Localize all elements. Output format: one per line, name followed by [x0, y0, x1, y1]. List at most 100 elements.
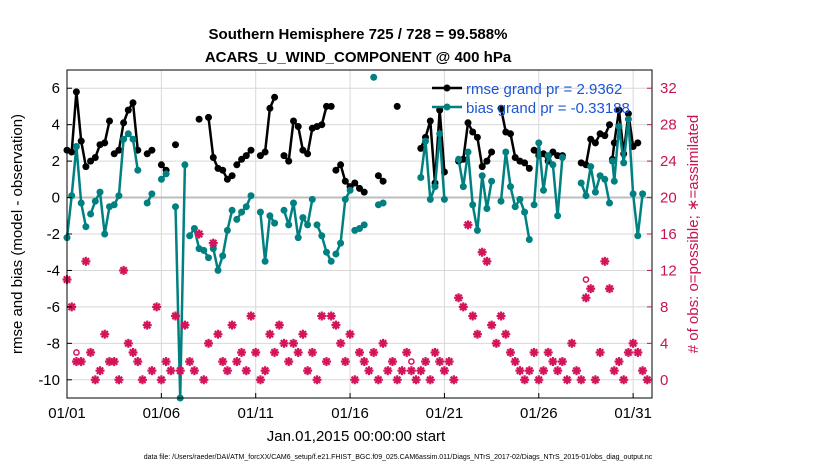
rmse-point	[148, 146, 156, 154]
y2-tick-label: 24	[660, 153, 677, 170]
bias-point	[591, 188, 599, 196]
rmse-point	[327, 102, 335, 110]
obs-assimilated-marker	[345, 329, 355, 339]
y-tick-label: -8	[47, 335, 60, 352]
obs-marker-stroke	[473, 330, 482, 339]
obs-marker-stroke	[374, 375, 383, 384]
y2-tick-label: 28	[660, 117, 677, 134]
obs-assimilated-marker	[543, 347, 553, 357]
obs-marker-stroke	[317, 312, 326, 320]
obs-marker-stroke	[591, 375, 600, 384]
obs-assimilated-marker	[307, 347, 317, 357]
bias-point	[308, 195, 316, 203]
obs-marker-stroke	[195, 230, 204, 238]
obs-marker-stroke	[171, 312, 180, 320]
obs-marker-stroke	[298, 330, 307, 339]
bias-line	[174, 164, 187, 400]
bias-point	[440, 195, 448, 203]
obs-marker-stroke	[482, 257, 491, 266]
rmse-point	[351, 179, 359, 187]
bias-point	[172, 203, 179, 211]
obs-marker-stroke	[308, 348, 317, 357]
bias-point	[507, 183, 514, 191]
obs-marker-stroke	[412, 375, 421, 384]
obs-marker-stroke	[468, 312, 477, 320]
obs-marker-stroke	[247, 312, 255, 320]
bias-point	[209, 245, 217, 253]
obs-assimilated-marker	[468, 311, 478, 321]
obs-marker-stroke	[501, 330, 510, 339]
x-tick-label: 01/21	[426, 405, 464, 422]
obs-assimilated-marker	[425, 375, 435, 385]
bias-point	[544, 152, 552, 160]
obs-assimilated-marker	[232, 357, 242, 367]
y-axis-label: rmse and bias (model - observation)	[9, 114, 26, 354]
obs-marker-stroke	[209, 239, 218, 248]
obs-assimilated-marker	[548, 357, 558, 367]
rmse-point	[478, 163, 486, 171]
obs-marker-stroke	[435, 357, 444, 366]
x-tick-label: 01/16	[331, 405, 369, 422]
bias-point	[143, 199, 151, 207]
obs-assimilated-marker	[137, 375, 147, 385]
obs-assimilated-marker	[505, 347, 515, 357]
rmse-point	[615, 106, 623, 114]
obs-marker-stroke	[364, 366, 373, 375]
obs-assimilated-marker	[255, 375, 265, 385]
obs-marker-stroke	[322, 357, 331, 366]
data-file-footer: data file: /Users/raeder/DAI/ATM_forcXX/…	[144, 454, 653, 461]
obs-assimilated-marker	[614, 357, 624, 367]
obs-assimilated-marker	[227, 320, 237, 330]
obs-assimilated-marker	[430, 347, 440, 357]
obs-marker-stroke	[515, 366, 524, 375]
bias-point	[516, 195, 524, 203]
obs-assimilated-marker	[402, 347, 412, 357]
obs-count-markers	[62, 220, 652, 385]
obs-assimilated-marker	[458, 302, 468, 312]
obs-assimilated-marker	[189, 366, 199, 376]
obs-marker-stroke	[539, 366, 548, 375]
obs-marker-stroke	[190, 366, 199, 375]
obs-marker-stroke	[204, 339, 213, 348]
bias-point	[323, 248, 330, 256]
bias-point	[608, 157, 616, 165]
bias-point	[304, 221, 312, 229]
bias-point	[242, 203, 250, 211]
obs-marker-stroke	[355, 348, 364, 357]
obs-marker-stroke	[147, 366, 156, 375]
obs-marker-stroke	[525, 366, 534, 375]
y-tick-label: -6	[47, 299, 60, 316]
bias-point	[157, 175, 165, 183]
obs-marker-stroke	[284, 357, 293, 366]
bias-point	[87, 210, 95, 218]
obs-assimilated-marker	[175, 366, 185, 376]
bias-line	[334, 189, 352, 255]
rmse-point	[266, 104, 274, 112]
bias-point	[228, 206, 236, 214]
bias-point	[266, 212, 274, 220]
x-tick-label: 01/01	[48, 405, 86, 422]
obs-assimilated-marker	[109, 357, 119, 367]
rmse-point	[488, 148, 496, 156]
obs-assimilated-marker	[524, 366, 534, 376]
bias-point	[181, 161, 189, 169]
obs-marker-stroke	[426, 375, 435, 384]
obs-assimilated-marker	[180, 320, 190, 330]
bias-point	[558, 154, 566, 161]
obs-marker-stroke	[270, 348, 279, 357]
obs-assimilated-marker	[373, 375, 383, 385]
obs-assimilated-marker	[279, 338, 289, 348]
bias-point	[549, 161, 557, 169]
bias-point	[219, 252, 227, 260]
obs-marker-stroke	[242, 366, 251, 375]
bias-point	[521, 208, 529, 216]
bias-point	[464, 148, 472, 156]
legend-bias-marker	[443, 103, 451, 111]
bias-point	[238, 208, 246, 216]
rmse-point	[591, 139, 599, 147]
obs-marker-stroke	[77, 357, 86, 366]
obs-marker-stroke	[492, 339, 501, 348]
rmse-point	[106, 117, 113, 125]
rmse-point	[624, 110, 632, 118]
bias-point	[360, 221, 368, 229]
